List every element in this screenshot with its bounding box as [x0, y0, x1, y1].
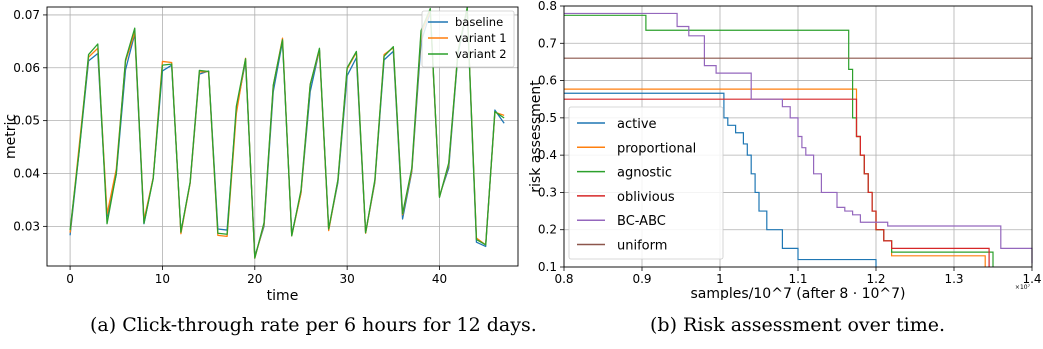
chart-b-risk: 0.8 0.9 1 1.1 1.2 1.3 1.4 0.1 0.2 0.3 0.4 0.5 0.6 0.7…: [528, 0, 1042, 300]
x-tick-label: 1.3: [944, 272, 963, 286]
y-tick-label: 0.07: [13, 8, 40, 22]
y-tick-label: 0.3: [538, 185, 557, 199]
y-tick-label: 0.05: [13, 114, 40, 128]
legend-label: BC-ABC: [617, 214, 666, 229]
caption-b: (b) Risk assessment over time.: [650, 314, 946, 336]
legend-label: agnostic: [617, 166, 672, 181]
x-tick-label: 10: [155, 272, 170, 286]
x-tick-label: 1.2: [866, 272, 885, 286]
legend-label: proportional: [617, 141, 696, 156]
x-tick-label: 1.4: [1022, 272, 1041, 286]
x-tick-label: 20: [247, 272, 262, 286]
offset-text: ×10⁷: [1015, 284, 1031, 291]
chart-a-ctr: 0 10 20 30 40 0.03 0.04 0.05 0.06 0.07 time metric b…: [3, 6, 519, 300]
y-tick-label: 0.6: [538, 74, 557, 88]
x-tick-label: 0.8: [554, 272, 573, 286]
series-line-active: [564, 92, 877, 267]
legend: baseline variant 1 variant 2: [421, 10, 515, 68]
legend-label: active: [617, 117, 657, 132]
x-axis-label: time: [267, 288, 299, 300]
legend-label: baseline: [455, 15, 503, 29]
series-line-oblivious: [564, 98, 990, 267]
caption-a: (a) Click-through rate per 6 hours for 1…: [90, 314, 537, 336]
y-tick-label: 0.4: [538, 148, 557, 162]
legend-box: [421, 10, 515, 68]
y-tick-label: 0.5: [538, 111, 557, 125]
figure: 0 10 20 30 40 0.03 0.04 0.05 0.06 0.07 time metric b…: [3, 0, 1042, 300]
plot-frame: [563, 5, 1033, 268]
x-axis-label: samples/10^7 (after 8 · 10^7): [690, 286, 905, 300]
legend-label: uniform: [617, 239, 667, 254]
y-tick-label: 0.2: [538, 223, 557, 237]
y-tick-label: 0.7: [538, 36, 557, 50]
x-tick-label: 0: [66, 272, 74, 286]
legend-label: variant 2: [455, 47, 507, 61]
x-tick-label: 0.9: [632, 272, 651, 286]
y-tick-label: 0.1: [538, 260, 557, 274]
legend-label: oblivious: [617, 190, 675, 205]
x-tick-label: 40: [432, 272, 447, 286]
series-line-BC-ABC: [564, 12, 1033, 264]
legend: active proportional agnostic oblivious BC-AB…: [568, 106, 724, 260]
plot-frame: [46, 6, 519, 267]
y-tick-label: 0.04: [13, 167, 40, 181]
legend-box: [568, 106, 724, 260]
y-axis-label: metric: [3, 114, 19, 159]
legend-label: variant 1: [455, 31, 507, 45]
y-tick-label: 0.03: [13, 219, 40, 233]
y-tick-label: 0.06: [13, 61, 40, 75]
x-tick-label: 30: [340, 272, 355, 286]
y-tick-label: 0.8: [538, 0, 557, 13]
x-tick-label: 1.1: [788, 272, 807, 286]
y-axis-label: risk assessment: [528, 80, 544, 193]
x-tick-label: 1: [716, 272, 724, 286]
